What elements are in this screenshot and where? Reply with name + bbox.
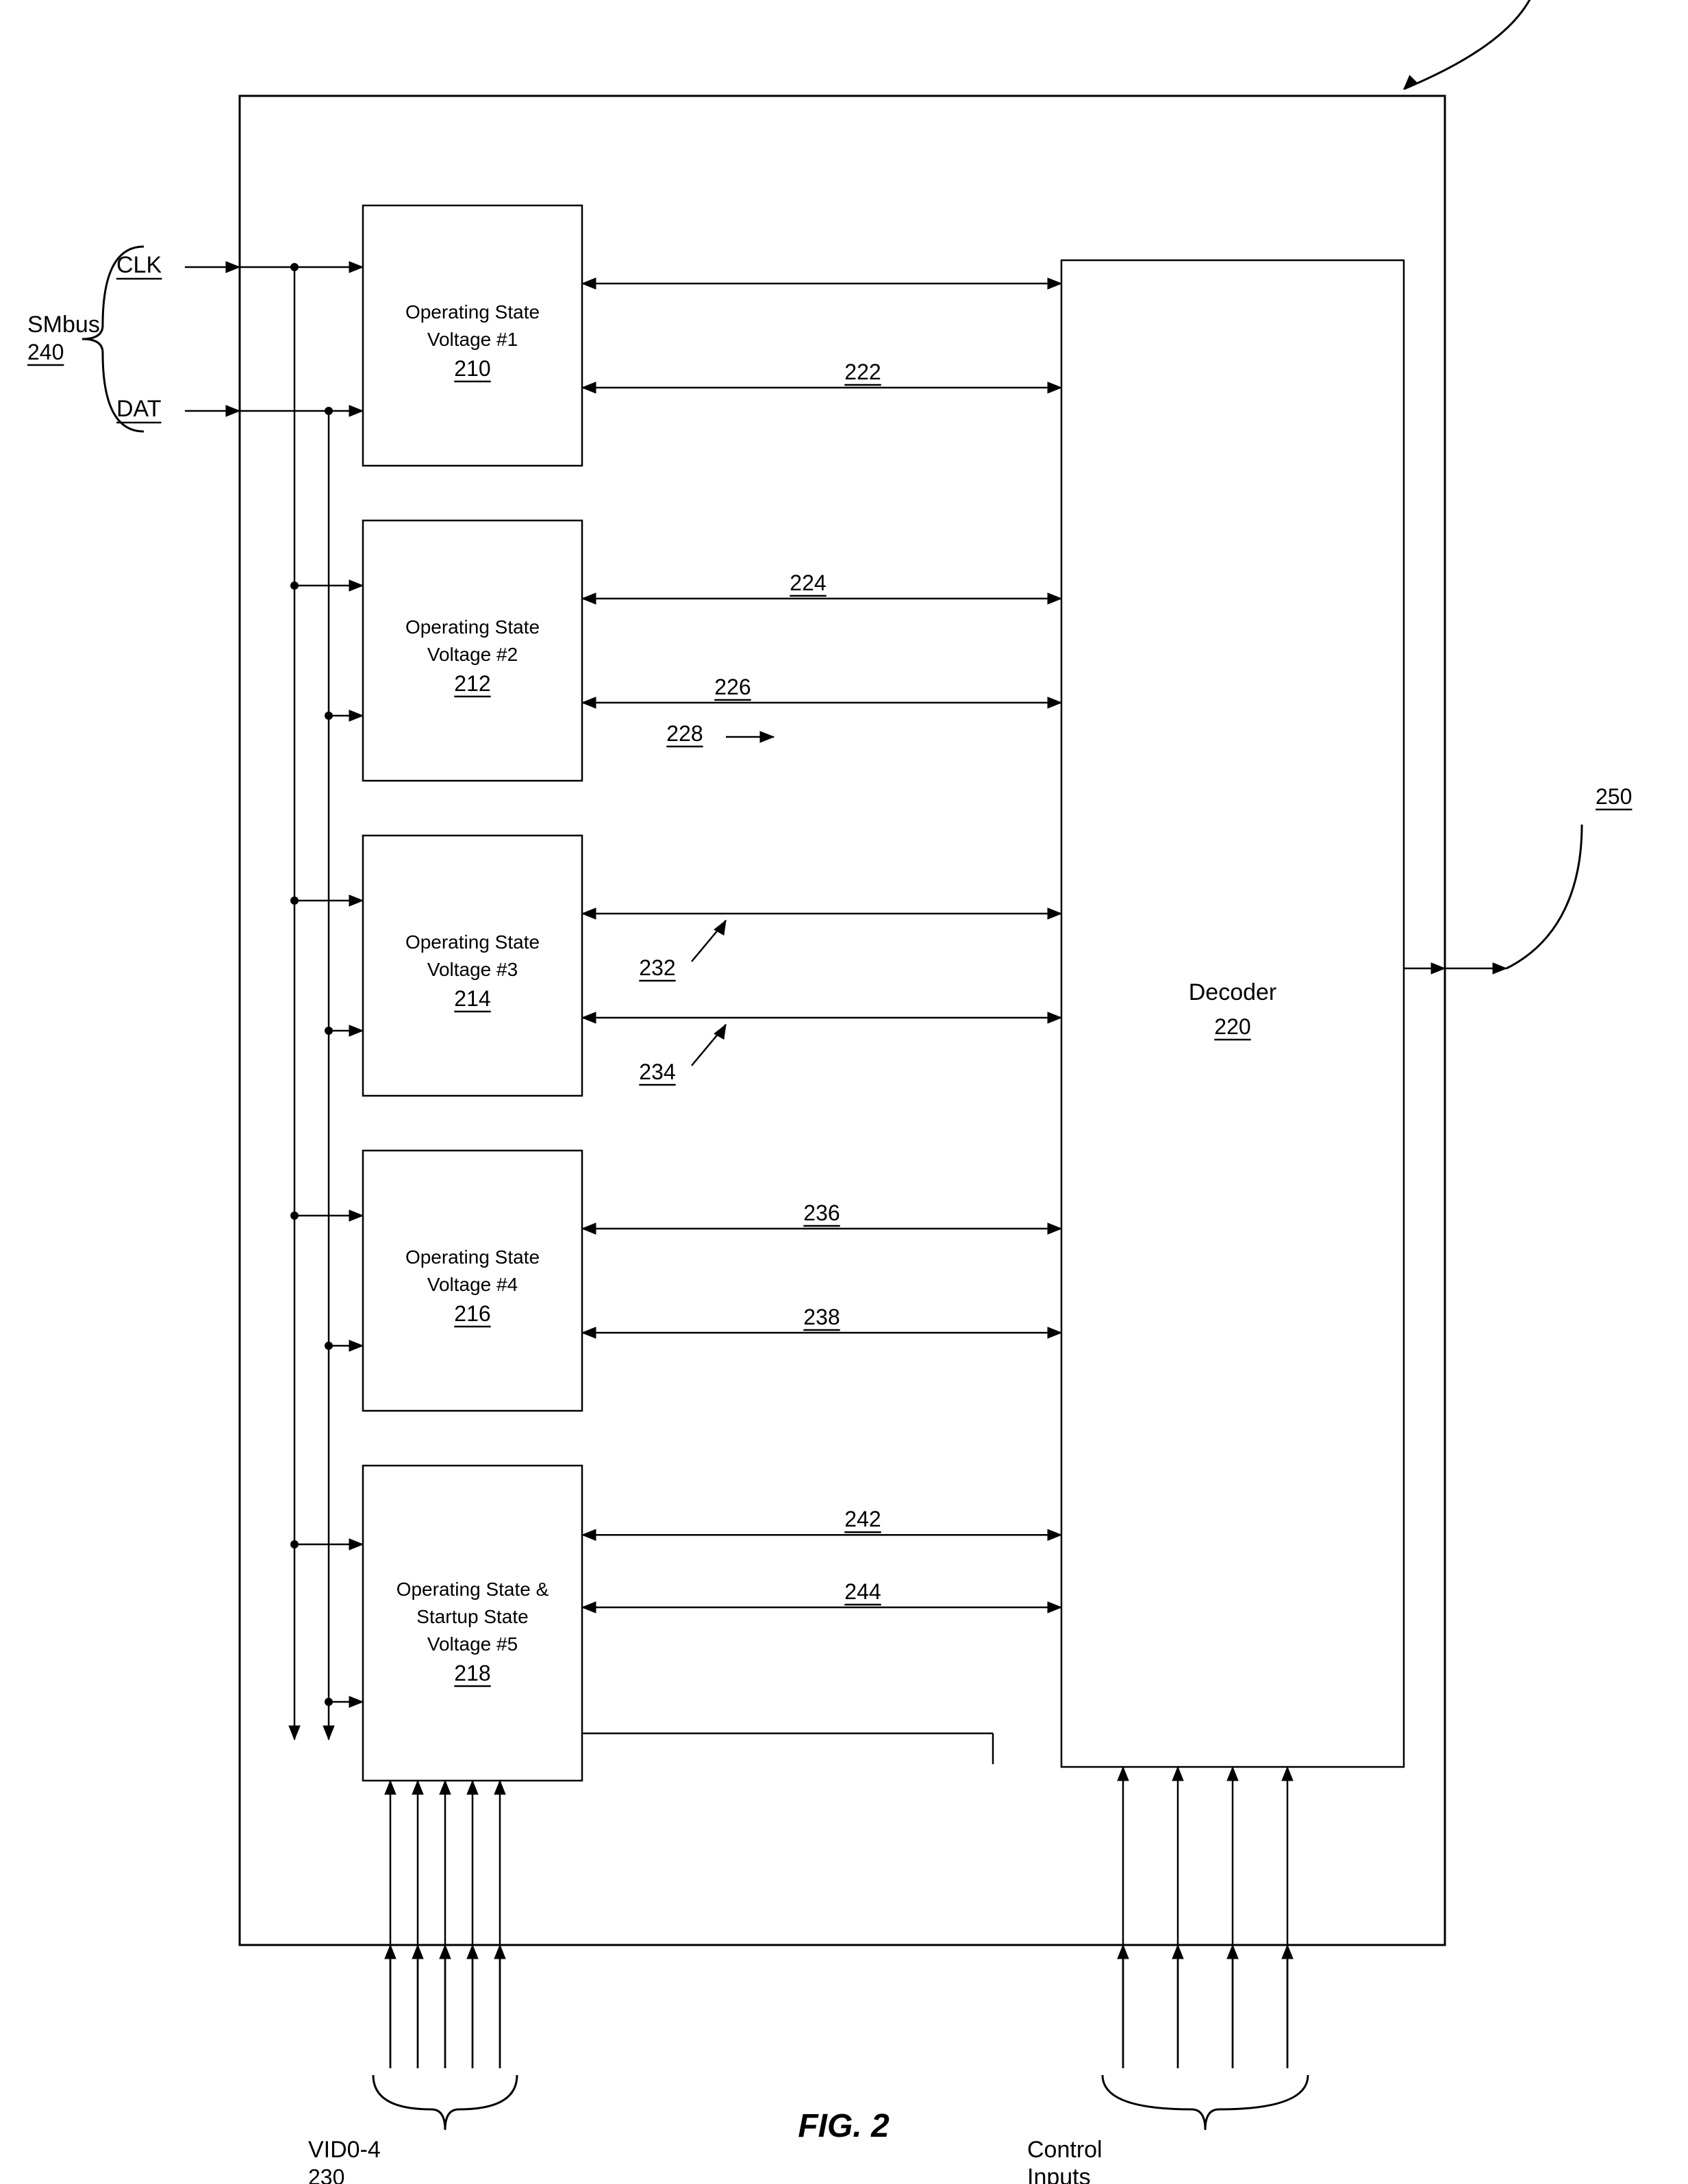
vid-label: VID0-4	[308, 2137, 381, 2163]
svg-text:Operating State &: Operating State &	[396, 1579, 549, 1600]
clk-label: CLK	[116, 252, 162, 278]
svg-text:234: 234	[639, 1059, 675, 1084]
svg-text:222: 222	[844, 360, 881, 384]
svg-text:232: 232	[639, 955, 675, 980]
svg-text:Operating State: Operating State	[405, 301, 540, 323]
svg-text:Voltage #3: Voltage #3	[427, 959, 518, 980]
svg-text:210: 210	[454, 356, 490, 381]
svg-text:216: 216	[454, 1301, 490, 1326]
svg-text:238: 238	[803, 1305, 840, 1329]
svg-text:212: 212	[454, 671, 490, 696]
svg-text:226: 226	[714, 675, 751, 699]
svg-text:228: 228	[666, 721, 703, 746]
svg-text:Voltage #1: Voltage #1	[427, 329, 518, 350]
dat-label: DAT	[116, 396, 161, 422]
svg-text:Operating State: Operating State	[405, 1246, 540, 1268]
ref-250: 250	[1596, 784, 1632, 809]
svg-text:224: 224	[790, 570, 826, 595]
svg-text:Voltage #2: Voltage #2	[427, 644, 518, 665]
ctrl-label2: Inputs	[1027, 2164, 1091, 2184]
decoder-ref: 220	[1214, 1014, 1250, 1039]
svg-text:Operating State: Operating State	[405, 616, 540, 638]
svg-text:Voltage #4: Voltage #4	[427, 1274, 518, 1295]
svg-text:242: 242	[844, 1507, 881, 1531]
svg-text:Voltage #5: Voltage #5	[427, 1633, 518, 1655]
decoder-label: Decoder	[1189, 979, 1277, 1005]
figure-caption: FIG. 2	[798, 2108, 890, 2144]
svg-text:Startup State: Startup State	[416, 1606, 528, 1627]
svg-text:214: 214	[454, 986, 490, 1011]
svg-text:Operating State: Operating State	[405, 931, 540, 953]
vid-ref: 230	[308, 2165, 344, 2184]
ctrl-label1: Control	[1027, 2137, 1103, 2163]
smbus-label: SMbus	[27, 312, 100, 338]
svg-text:244: 244	[844, 1579, 881, 1604]
svg-text:218: 218	[454, 1661, 490, 1685]
smbus-ref: 240	[27, 340, 64, 364]
svg-text:236: 236	[803, 1201, 840, 1225]
